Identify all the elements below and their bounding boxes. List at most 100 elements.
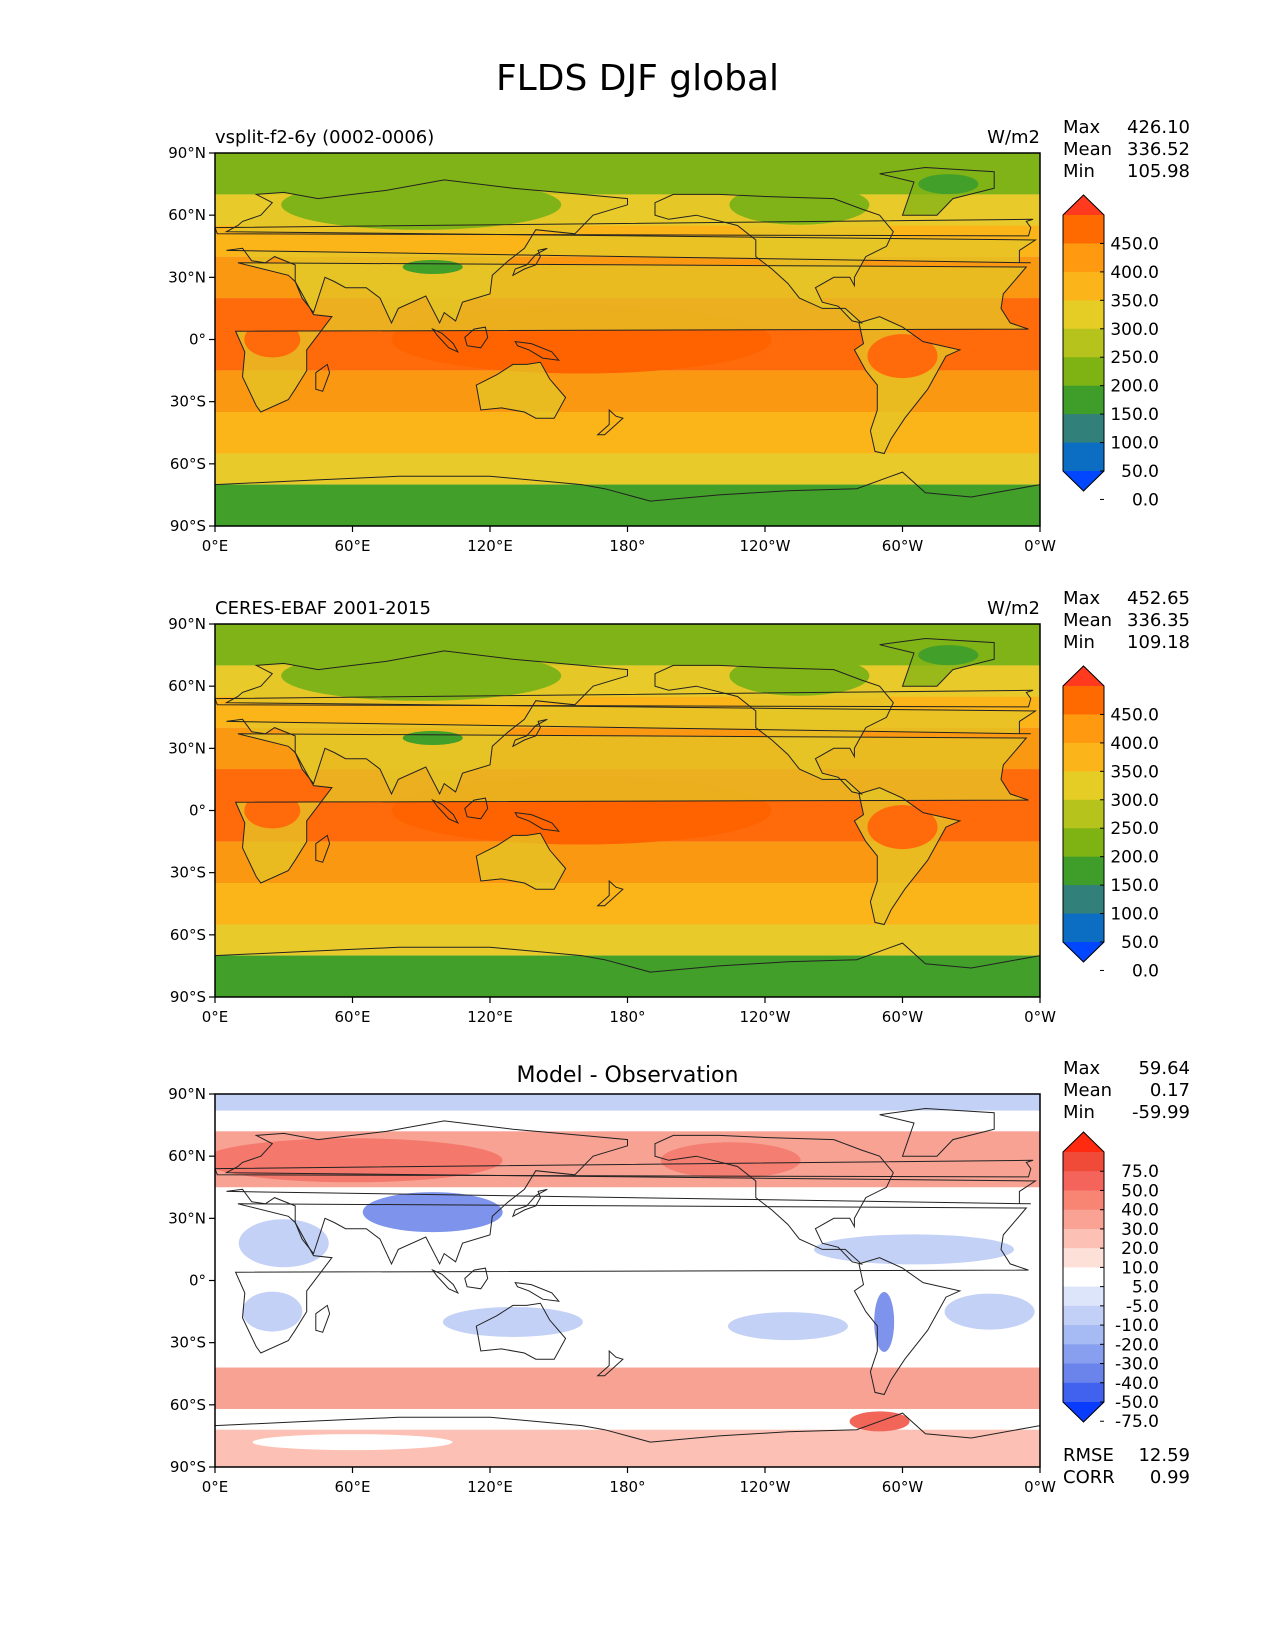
lon-tick-label: 0°W (1024, 537, 1056, 555)
lon-tick-label: 60°W (882, 1478, 924, 1496)
land-australia (476, 362, 566, 419)
colorbar: 450.0 400.0 350.0 300.0 250.0 200.0 150.0 100.0… (1062, 194, 1159, 510)
colorbar-segment (1063, 328, 1104, 358)
colorbar-label: 450.0 (1110, 234, 1159, 254)
stats-block: Max 452.65 Mean 336.35 Min 109.18 (1063, 588, 1190, 653)
colorbar-segment (1063, 913, 1104, 943)
diff-africa-cool (242, 1291, 303, 1332)
colorbar-label: 150.0 (1110, 876, 1159, 896)
congo-warm (244, 321, 301, 358)
tibet-cold (402, 259, 463, 274)
coastline-madagascar (315, 834, 331, 863)
coastline-australia (475, 1302, 567, 1360)
colorbar-label: -50.0 (1115, 1393, 1159, 1413)
corr-label: CORR (1063, 1467, 1115, 1488)
lat-tick-label: 30°S (170, 864, 206, 882)
lon-tick-label: 60°W (882, 1008, 924, 1026)
coastline-eurasia (224, 650, 1038, 796)
amazon-warm (867, 805, 938, 850)
colorbar-segment (1063, 1305, 1104, 1326)
colorbar-segment (1063, 828, 1104, 858)
lat-tick-label: 90°S (170, 517, 206, 535)
coastline-madagascar (315, 1304, 331, 1333)
colorbar-label: 400.0 (1110, 263, 1159, 283)
coastline-namerica (654, 664, 894, 795)
diff-tibet-cool (362, 1192, 503, 1233)
diff-alaska-warm (660, 1142, 801, 1179)
colorbar-label: -40.0 (1115, 1374, 1159, 1394)
lon-tick-label: 120°E (467, 537, 513, 555)
lat-tick-label: 0° (189, 802, 206, 820)
colorbar-label: 200.0 (1110, 848, 1159, 868)
lat-tick-label: 30°N (168, 739, 206, 757)
colorbar-extend-top (1063, 195, 1104, 215)
coastline-sumatra (431, 1268, 460, 1294)
colorbar-label: 250.0 (1110, 348, 1159, 368)
coastline-namerica (654, 1134, 894, 1265)
coastline-uk (215, 689, 1034, 708)
panel-units: W/m2 (987, 598, 1040, 619)
colorbar-segment (1063, 243, 1104, 273)
colorbar-segment (1063, 357, 1104, 387)
diff-antarctic-neutral (252, 1434, 453, 1451)
lon-tick-label: 0°W (1024, 1008, 1056, 1026)
lon-tick-label: 180° (609, 1008, 645, 1026)
coastlines (215, 166, 1040, 526)
colorbar-segment (1063, 271, 1104, 301)
panel-units: W/m2 (987, 127, 1040, 148)
tibet-cold (402, 730, 463, 745)
colorbar-label: 300.0 (1110, 320, 1159, 340)
lon-tick-label: 60°E (334, 1008, 370, 1026)
colorbar-segment (1063, 1267, 1104, 1288)
stat-label: Min (1063, 161, 1095, 182)
coastline-japan (511, 1188, 548, 1218)
colorbar-label: -5.0 (1126, 1297, 1159, 1317)
coastline-samerica (853, 1257, 962, 1396)
coastline-australia (475, 361, 567, 419)
coastline-antarctic (215, 942, 1040, 997)
colorbar-segment (1063, 1209, 1104, 1230)
stat-value: 336.52 (1127, 139, 1190, 160)
colorbar-extend-top (1063, 666, 1104, 686)
band-south-midlat (215, 883, 1040, 925)
lon-tick-label: 60°W (882, 537, 924, 555)
coastline-greenland (879, 637, 995, 687)
lat-tick-label: 60°N (168, 677, 206, 695)
lon-tick-label: 0°E (202, 537, 229, 555)
stat-value: 426.10 (1127, 117, 1190, 138)
coastline-newzealand (596, 1349, 624, 1377)
colorbar-segment (1063, 1152, 1104, 1172)
stat-label: Max (1063, 588, 1101, 609)
colorbar-label: 450.0 (1110, 705, 1159, 725)
greenland-cold (918, 645, 979, 666)
colorbar-label: 10.0 (1121, 1258, 1159, 1278)
coastline-borneo (464, 326, 489, 349)
colorbar-label: 400.0 (1110, 734, 1159, 754)
stat-value: 59.64 (1138, 1058, 1190, 1079)
colorbar-segment (1063, 885, 1104, 915)
diff-sahara-cool (238, 1219, 329, 1268)
coastline-africa (234, 1203, 1029, 1354)
colorbar-label: -10.0 (1115, 1316, 1159, 1336)
colorbar-label: 300.0 (1110, 791, 1159, 811)
colorbar-segment (1063, 1228, 1104, 1249)
map-field (215, 1094, 1040, 1467)
colorbar-label: 0.0 (1132, 961, 1159, 981)
stats-block: Max 59.64 Mean 0.17 Min -59.99 RMSE 12.59 CORR 0.… (1063, 1058, 1190, 1488)
map-field (215, 624, 1040, 997)
coastline-uk (215, 1159, 1034, 1178)
colorbar-segment (1063, 1382, 1104, 1403)
coastline-uk (215, 218, 1034, 237)
colorbar-label: 50.0 (1121, 462, 1159, 482)
coastline-newguinea (514, 811, 560, 832)
coastline-samerica (853, 316, 962, 455)
lat-tick-label: 90°N (168, 144, 206, 162)
stat-label: Mean (1063, 610, 1112, 631)
coastline-sumatra (431, 327, 460, 353)
colorbar-label: 50.0 (1121, 933, 1159, 953)
colorbar-extend-bottom (1063, 471, 1104, 491)
colorbar-segment (1063, 1344, 1104, 1365)
rmse-label: RMSE (1063, 1445, 1114, 1466)
colorbar-label: 150.0 (1110, 405, 1159, 425)
colorbar-segment (1063, 1363, 1104, 1384)
